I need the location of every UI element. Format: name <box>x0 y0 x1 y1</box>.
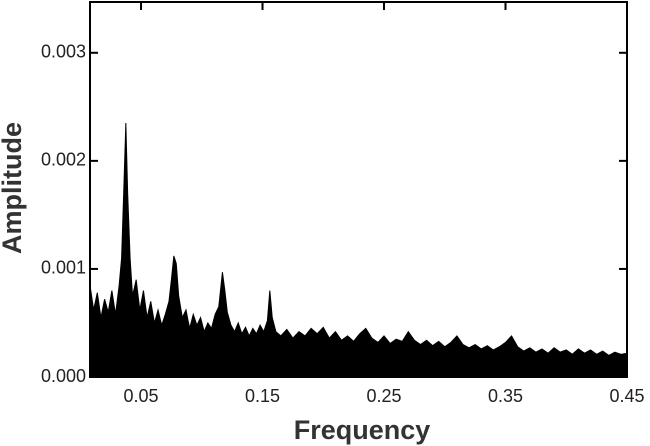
y-tick-label: 0.000 <box>41 366 86 386</box>
x-tick-label: 0.45 <box>609 386 644 406</box>
y-tick-label: 0.003 <box>41 42 86 62</box>
x-tick-label: 0.35 <box>488 386 523 406</box>
y-tick-label: 0.002 <box>41 150 86 170</box>
x-tick-label: 0.15 <box>245 386 280 406</box>
spectrum-area <box>89 123 628 378</box>
plot-frame <box>89 1 628 378</box>
y-tick-label: 0.001 <box>41 258 86 278</box>
y-axis-title: Amplitude <box>0 122 27 254</box>
x-axis-title: Frequency <box>294 415 431 445</box>
x-tick-label: 0.05 <box>124 386 159 406</box>
x-tick-label: 0.25 <box>366 386 401 406</box>
